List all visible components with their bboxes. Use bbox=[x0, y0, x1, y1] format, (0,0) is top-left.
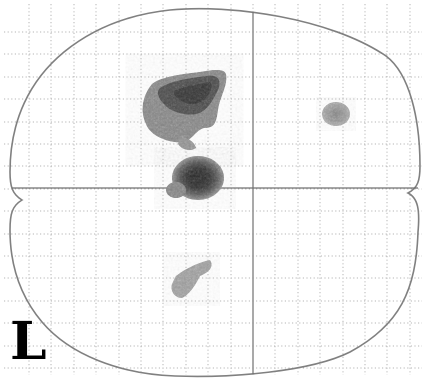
activation-cluster-lower bbox=[171, 260, 212, 298]
orientation-label: L bbox=[10, 311, 47, 372]
activation-cluster-upper bbox=[142, 70, 227, 151]
activation-cluster-center bbox=[166, 156, 224, 200]
activation-cluster-right bbox=[322, 102, 350, 126]
brain-outline bbox=[9, 7, 421, 378]
